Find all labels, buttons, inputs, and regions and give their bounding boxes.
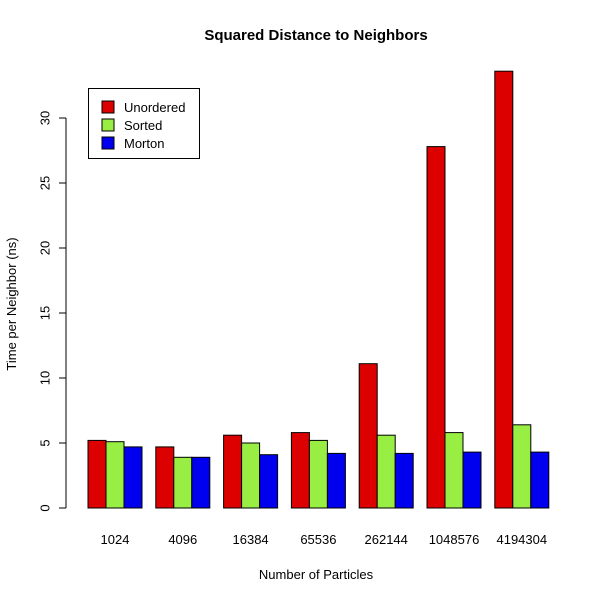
y-tick-label: 15 xyxy=(37,306,52,320)
x-axis-label: Number of Particles xyxy=(259,567,374,582)
y-tick-label: 10 xyxy=(37,371,52,385)
bar-unordered-4096 xyxy=(155,446,175,509)
y-tick-label: 0 xyxy=(37,504,52,511)
legend-label-morton: Morton xyxy=(124,136,164,151)
legend-swatch-morton xyxy=(101,136,115,150)
bar-sorted-1048576 xyxy=(444,432,464,509)
bar-morton-16384 xyxy=(259,454,279,509)
y-axis-label: Time per Neighbor (ns) xyxy=(4,237,19,370)
x-tick-label: 65536 xyxy=(300,532,336,547)
bar-unordered-1048576 xyxy=(426,146,446,509)
bar-sorted-4194304 xyxy=(512,424,532,509)
bar-morton-262144 xyxy=(394,452,414,509)
bar-sorted-262144 xyxy=(376,434,396,509)
bar-sorted-65536 xyxy=(308,439,328,509)
bar-unordered-65536 xyxy=(290,432,310,509)
bar-sorted-16384 xyxy=(241,442,261,509)
chart-title: Squared Distance to Neighbors xyxy=(204,27,427,44)
x-tick-label: 1024 xyxy=(101,532,130,547)
x-tick-label: 4096 xyxy=(168,532,197,547)
y-tick-label: 20 xyxy=(37,241,52,255)
bar-morton-4096 xyxy=(191,456,211,509)
bar-unordered-4194304 xyxy=(494,70,514,509)
x-tick-label: 16384 xyxy=(233,532,269,547)
bar-sorted-1024 xyxy=(105,441,125,509)
y-tick-label: 30 xyxy=(37,111,52,125)
y-tick-label: 5 xyxy=(37,439,52,446)
bar-unordered-262144 xyxy=(358,363,378,509)
bar-morton-1024 xyxy=(123,446,143,509)
bar-morton-1048576 xyxy=(462,451,482,509)
x-axis-ticks: 1024 4096 16384 65536 262144 1048576 4194304 xyxy=(101,532,548,547)
y-tick-label: 25 xyxy=(37,176,52,190)
x-tick-label: 4194304 xyxy=(496,532,547,547)
legend-swatch-unordered xyxy=(101,100,115,114)
legend-label-sorted: Sorted xyxy=(124,118,162,133)
legend: Unordered Sorted Morton xyxy=(88,88,200,159)
legend-label-unordered: Unordered xyxy=(124,100,185,115)
bar-unordered-1024 xyxy=(87,439,107,509)
x-tick-label: 1048576 xyxy=(429,532,480,547)
y-axis: 0 5 10 15 20 25 30 xyxy=(37,111,67,512)
bar-morton-4194304 xyxy=(530,451,550,509)
legend-swatch-sorted xyxy=(101,118,115,132)
bar-sorted-4096 xyxy=(173,456,193,509)
bar-morton-65536 xyxy=(326,452,346,509)
bar-unordered-16384 xyxy=(223,434,243,509)
x-tick-label: 262144 xyxy=(365,532,408,547)
bars xyxy=(87,70,550,509)
